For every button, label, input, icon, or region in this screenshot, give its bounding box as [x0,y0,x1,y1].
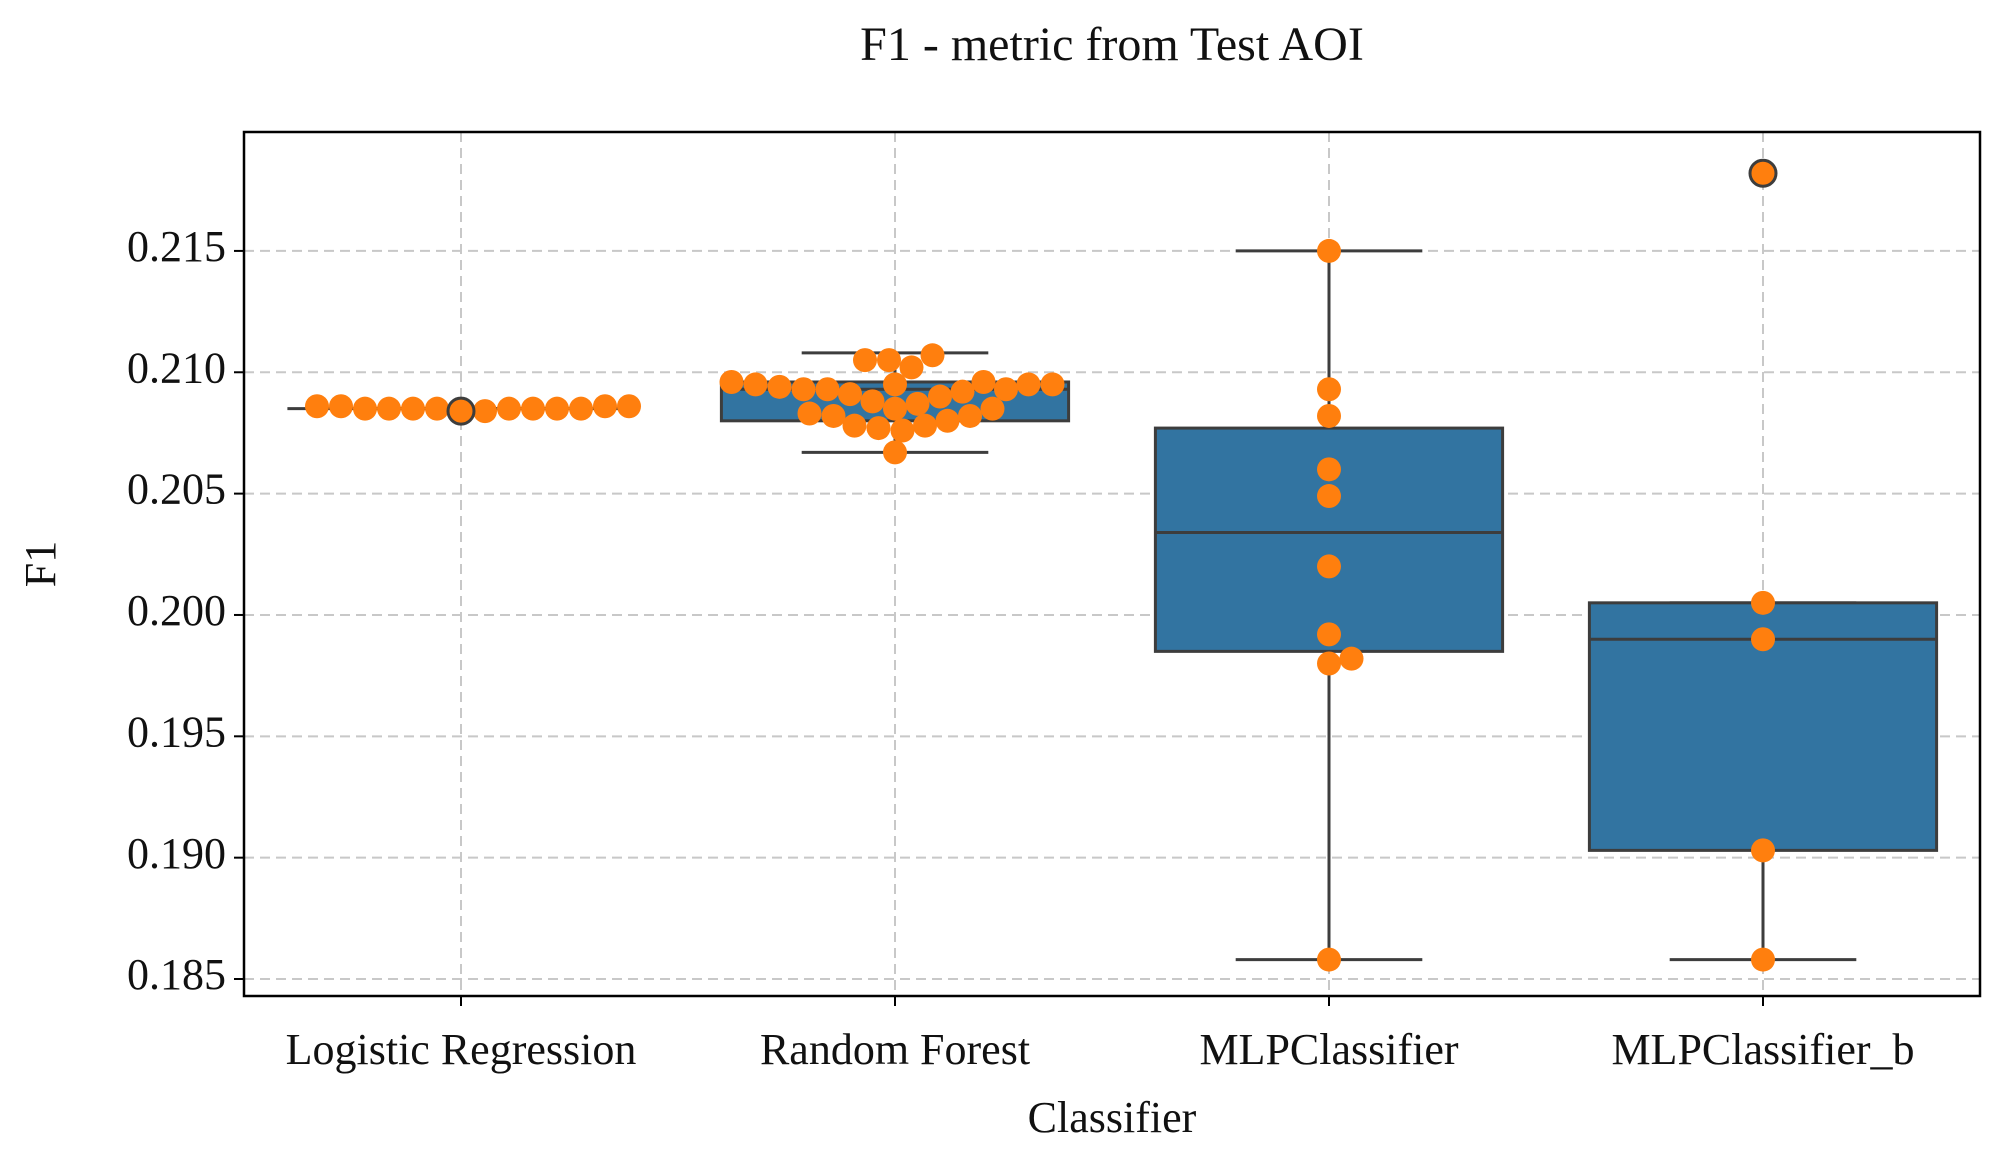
point [1317,554,1341,579]
point [497,396,521,421]
point [1751,590,1775,615]
point [329,394,353,419]
point [1751,947,1775,972]
point [980,396,1005,421]
point [877,348,901,373]
point [971,369,996,394]
point [1040,372,1065,397]
x-tick-label: MLPClassifier_b [1611,1025,1914,1074]
x-axis-label: Classifier [1028,1093,1197,1142]
point [1317,484,1341,509]
point [883,440,907,465]
point [890,418,915,443]
x-tick-label: MLPClassifier [1199,1025,1458,1074]
point [950,379,975,404]
point [1751,838,1775,863]
x-tick-label: Logistic Regression [286,1025,637,1074]
point [545,396,569,421]
point [920,343,945,368]
point [913,413,937,438]
point [425,396,449,421]
point [899,355,924,380]
point [853,348,877,373]
point [1317,651,1341,676]
point [767,374,792,399]
y-tick-label: 0.185 [127,950,226,999]
point [928,384,952,409]
point [842,413,867,438]
point [883,396,907,421]
point [1751,627,1775,652]
point [1339,646,1364,671]
point [791,377,816,402]
y-axis-label: F1 [16,541,65,587]
outlier [1748,158,1778,188]
point [377,396,401,421]
point [1317,457,1341,482]
point [815,377,840,402]
y-tick-label: 0.210 [127,343,226,392]
point [353,396,377,421]
point [860,389,885,414]
point [521,396,545,421]
point [719,369,744,394]
y-tick-label: 0.200 [127,586,226,635]
y-tick-label: 0.215 [127,222,226,271]
point [866,416,891,441]
point [1317,622,1341,647]
outlier [446,396,476,426]
point [743,372,768,397]
point [905,391,930,416]
point [401,396,425,421]
point [1317,377,1341,402]
point [797,401,822,426]
point [958,403,982,428]
point [1317,403,1341,428]
point [1317,238,1341,263]
point [569,396,593,421]
y-tick-label: 0.205 [127,465,226,514]
point [473,399,497,424]
plot-frame [242,130,1982,998]
point [593,394,617,419]
y-tick-label: 0.190 [127,829,226,878]
point [1016,372,1041,397]
x-tick-label: Random Forest [760,1025,1030,1074]
y-tick-label: 0.195 [127,707,226,756]
point [1317,947,1341,972]
chart-title: F1 - metric from Test AOI [860,18,1364,71]
point [305,394,329,419]
point [617,394,641,419]
point [994,377,1018,402]
point [838,382,862,407]
point [935,408,960,433]
point [821,403,846,428]
point [883,372,907,397]
